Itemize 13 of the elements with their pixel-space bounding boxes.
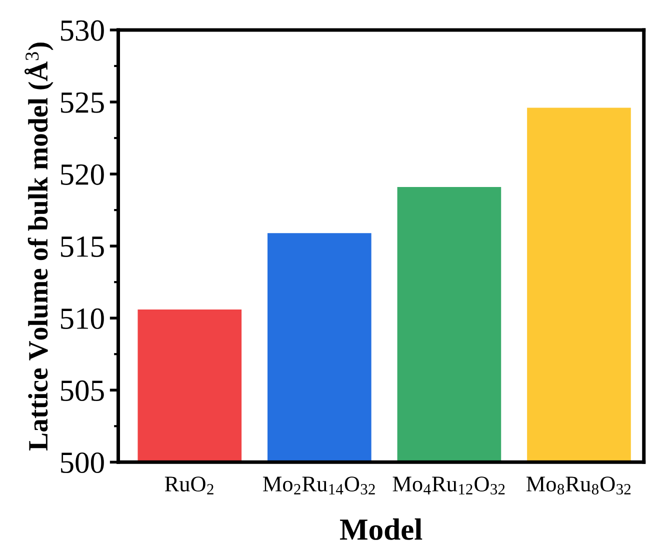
- y-tick-label: 530: [61, 20, 104, 41]
- y-tick-label: 510: [61, 308, 104, 329]
- y-tick-label: 525: [61, 92, 104, 113]
- y-axis-title: Lattice Volume of bulk model (Å$^{3}$): [24, 42, 54, 450]
- y-tick-label: 520: [61, 164, 104, 185]
- x-tick-label: Mo$_{8}$Ru$_{8}$O$_{32}$: [526, 476, 631, 495]
- y-tick-label: 505: [61, 380, 104, 402]
- x-axis-title: Model: [340, 518, 422, 540]
- x-tick-label: Mo$_{2}$Ru$_{14}$O$_{32}$: [263, 476, 375, 495]
- y-tick-label: 500: [61, 452, 104, 474]
- x-tick-label: RuO$_{2}$: [164, 476, 214, 494]
- y-tick-label: 515: [61, 236, 104, 257]
- x-tick-label: Mo$_{4}$Ru$_{12}$O$_{32}$: [392, 476, 505, 495]
